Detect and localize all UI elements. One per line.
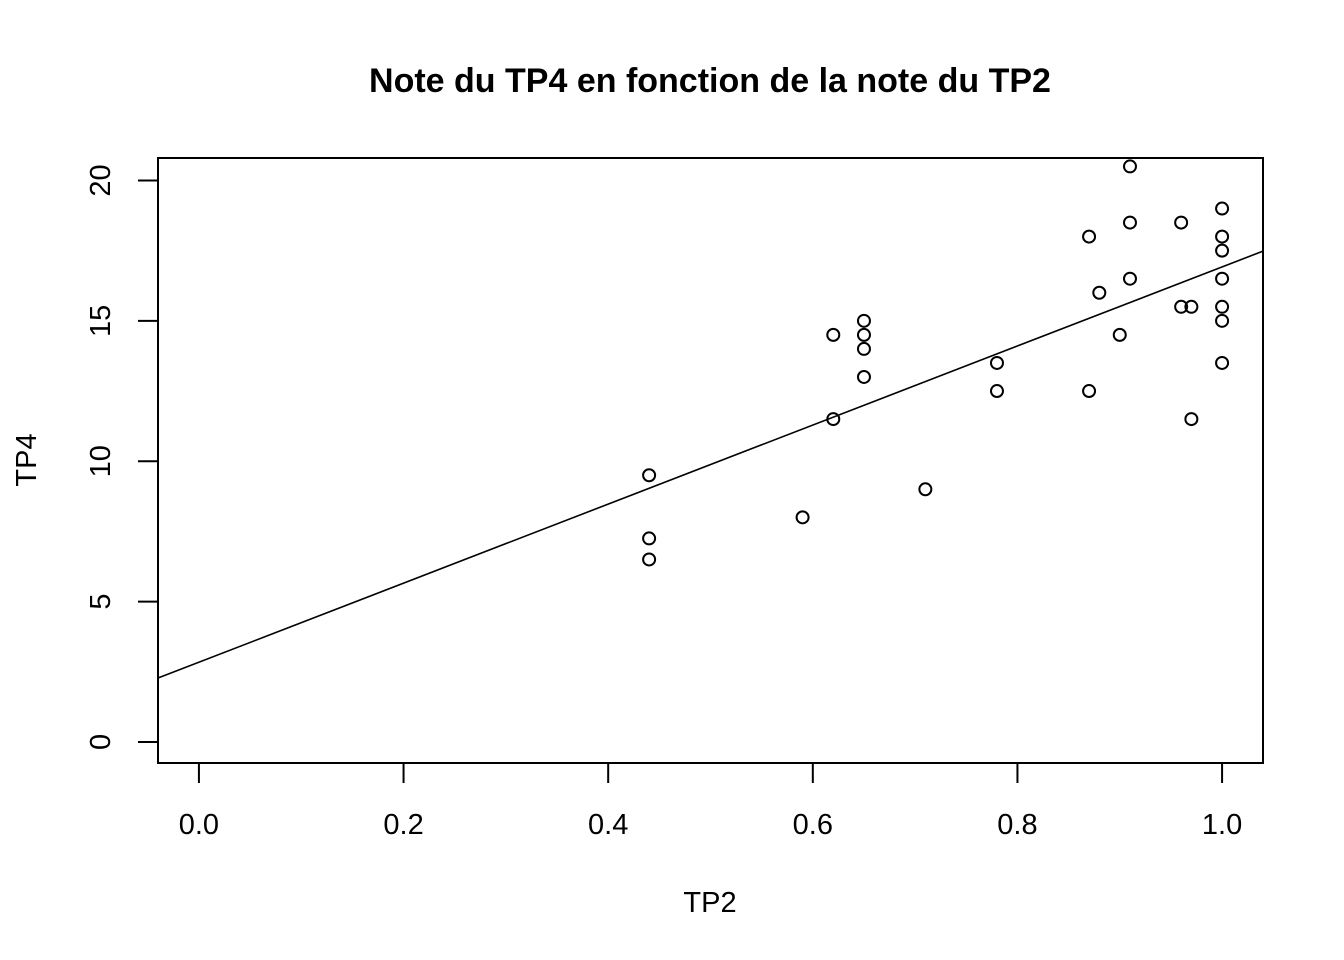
data-point: [642, 531, 657, 546]
data-point: [1184, 412, 1199, 427]
data-point: [1082, 384, 1097, 399]
data-point: [795, 510, 810, 525]
data-point: [1082, 229, 1097, 244]
y-tick-label: 0: [85, 734, 117, 750]
data-point: [1215, 201, 1230, 216]
plot-area: [157, 157, 1264, 764]
data-point: [989, 355, 1004, 370]
x-axis-label: TP2: [683, 887, 736, 919]
data-point: [1215, 243, 1230, 258]
data-point: [642, 552, 657, 567]
data-point: [1215, 229, 1230, 244]
y-tick-label: 15: [85, 305, 117, 337]
data-point: [1122, 271, 1137, 286]
data-point: [1215, 355, 1230, 370]
data-point: [1184, 299, 1199, 314]
data-point: [1092, 285, 1107, 300]
regression-line-group: [157, 250, 1264, 679]
data-points: [642, 159, 1230, 567]
y-tick-label: 5: [85, 594, 117, 610]
data-point: [856, 341, 871, 356]
x-tick-label: 0.4: [588, 809, 628, 841]
y-axis-label: TP4: [11, 433, 43, 486]
data-point: [1215, 271, 1230, 286]
data-point: [1122, 159, 1137, 174]
data-point: [826, 412, 841, 427]
data-point: [856, 313, 871, 328]
data-point: [1174, 299, 1189, 314]
data-point: [1215, 313, 1230, 328]
x-tick-label: 0.8: [997, 809, 1037, 841]
regression-line: [157, 250, 1264, 679]
x-tick-label: 0.6: [793, 809, 833, 841]
y-tick-label: 20: [85, 164, 117, 196]
y-tick-label: 10: [85, 445, 117, 477]
data-point: [918, 482, 933, 497]
data-point: [642, 468, 657, 483]
data-point: [989, 384, 1004, 399]
data-point: [1174, 215, 1189, 230]
x-tick-label: 1.0: [1202, 809, 1242, 841]
data-point: [826, 327, 841, 342]
data-point: [1112, 327, 1127, 342]
y-axis: 0 5 10 15 20: [85, 164, 159, 750]
data-point: [856, 327, 871, 342]
chart-title: Note du TP4 en fonction de la note du TP…: [369, 62, 1051, 100]
x-tick-label: 0.0: [179, 809, 219, 841]
x-axis: 0.0 0.2 0.4 0.6 0.8 1.0: [179, 762, 1242, 841]
data-point: [1122, 215, 1137, 230]
data-point: [856, 369, 871, 384]
data-point: [1215, 299, 1230, 314]
x-tick-label: 0.2: [383, 809, 423, 841]
